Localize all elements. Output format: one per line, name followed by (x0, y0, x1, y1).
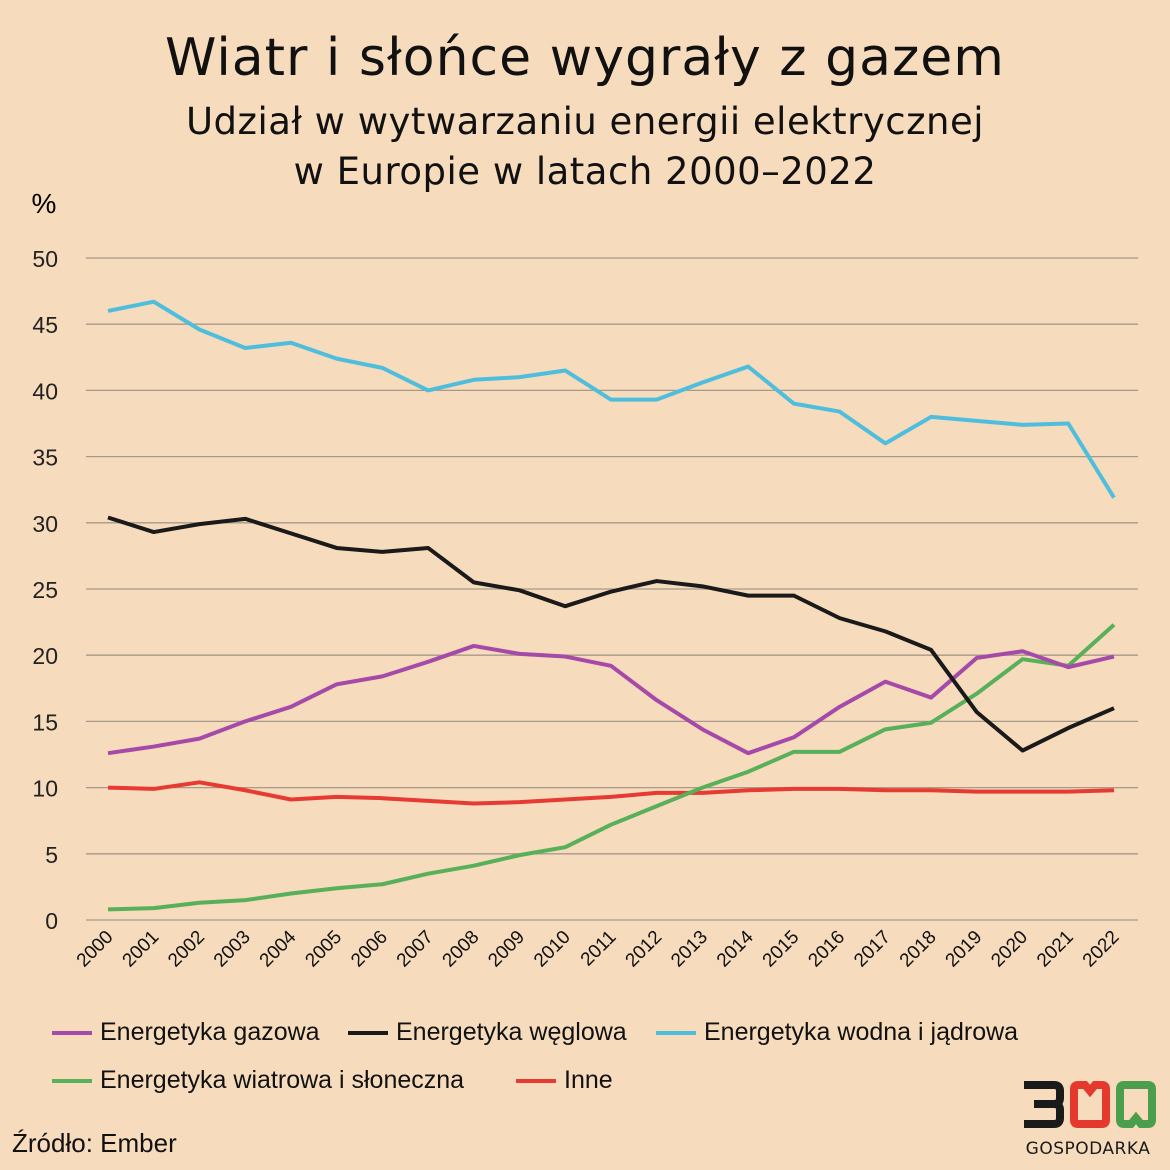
series-line-4 (107, 780, 1115, 806)
legend-label: Energetyka gazowa (100, 1018, 320, 1046)
y-tick-label: 15 (32, 709, 58, 735)
legend-swatch (516, 1078, 556, 1083)
y-tick-label: 30 (32, 511, 58, 537)
legend-label: Inne (564, 1066, 613, 1094)
x-tick-label: 2016 (804, 927, 849, 972)
x-tick-label: 2017 (850, 927, 895, 972)
series-line-0 (107, 643, 1115, 756)
legend-swatch (52, 1030, 92, 1035)
x-tick-label: 2003 (210, 927, 255, 972)
x-tick-label: 2008 (439, 927, 484, 972)
y-tick-label: 5 (45, 842, 58, 868)
legend-label: Energetyka wodna i jądrowa (704, 1018, 1019, 1046)
x-tick-label: 2012 (622, 927, 667, 972)
x-tick-label: 2006 (347, 927, 392, 972)
x-tick-label: 2022 (1079, 927, 1124, 972)
svg-text:GOSPODARKA: GOSPODARKA (1026, 1139, 1151, 1159)
legend-swatch (52, 1078, 92, 1083)
x-tick-label: 2011 (577, 927, 621, 971)
x-tick-label: 2015 (759, 927, 804, 972)
y-tick-label: 50 (32, 246, 58, 272)
x-tick-label: 2009 (484, 927, 529, 972)
y-tick-label: 10 (32, 776, 58, 802)
x-tick-label: 2010 (530, 927, 575, 972)
chart-subtitle-line1: Udział w wytwarzaniu energii elektryczne… (185, 100, 985, 143)
x-tick-label: 2007 (393, 927, 438, 972)
legend-item-gas: Energetyka gazowa (52, 1018, 320, 1047)
legend-item-coal: Energetyka węglowa (348, 1018, 627, 1047)
y-tick-label: 0 (45, 908, 58, 934)
legend-swatch (348, 1030, 388, 1035)
x-tick-label: 2004 (256, 926, 301, 971)
y-tick-label: 35 (32, 445, 58, 471)
legend-item-other: Inne (516, 1066, 613, 1095)
legend-label: Energetyka węglowa (396, 1018, 627, 1046)
x-tick-label: 2000 (73, 927, 118, 972)
y-tick-label: 40 (32, 378, 58, 404)
x-tick-label: 2013 (667, 927, 712, 972)
chart-title: Wiatr i słońce wygrały z gazem (165, 28, 1005, 88)
x-tick-label: 2002 (164, 927, 209, 972)
legend-item-wind-solar: Energetyka wiatrowa i słoneczna (52, 1066, 464, 1095)
chart-subtitle-line2: w Europie w latach 2000–2022 (293, 150, 877, 193)
x-tick-label: 2019 (942, 927, 987, 972)
x-tick-label: 2005 (301, 927, 346, 972)
source-note: Źródło: Ember (12, 1128, 177, 1158)
y-tick-label: 25 (32, 577, 58, 603)
x-tick-label: 2001 (119, 927, 164, 972)
x-tick-label: 2021 (1033, 927, 1078, 972)
logo-300-gospodarka: GOSPODARKA (1024, 1081, 1156, 1159)
y-tick-label: 45 (32, 312, 58, 338)
y-tick-label: 20 (32, 643, 58, 669)
x-tick-label: 2014 (713, 926, 758, 971)
legend-label: Energetyka wiatrowa i słoneczna (100, 1066, 465, 1094)
legend-item-hydro-nuclear: Energetyka wodna i jądrowa (656, 1018, 1018, 1047)
legend-swatch (656, 1030, 696, 1035)
y-axis-label: % (32, 188, 57, 219)
x-tick-label: 2020 (987, 927, 1032, 972)
x-tick-label: 2018 (896, 927, 941, 972)
